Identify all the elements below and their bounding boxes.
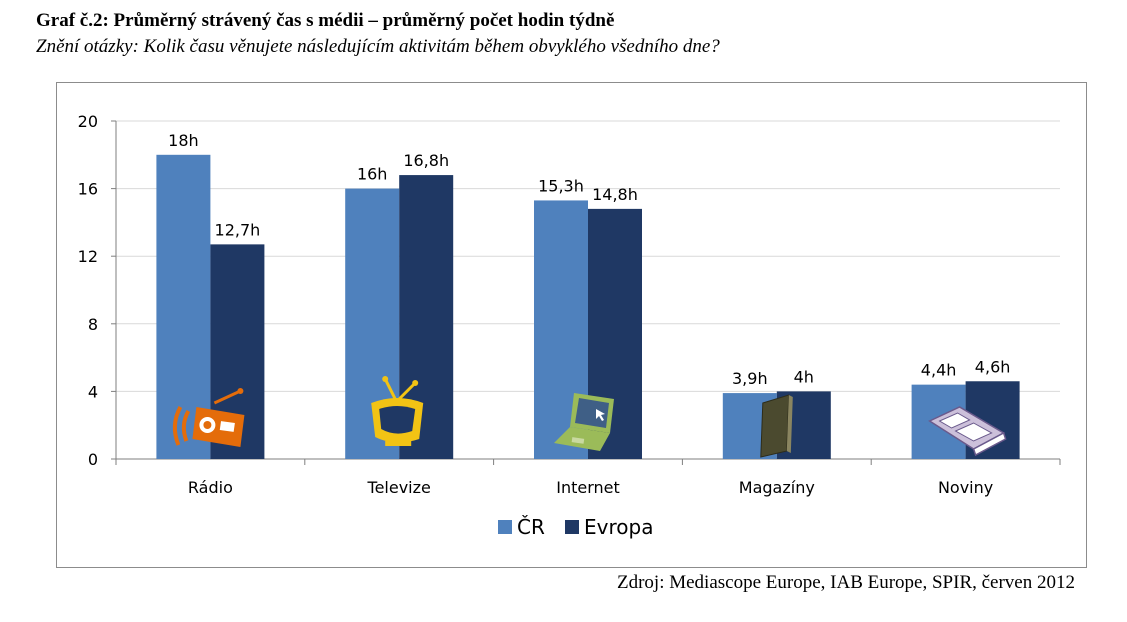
chart-subtitle: Znění otázky: Kolik času věnujete násled… — [36, 36, 720, 57]
data-label: 18h — [168, 131, 199, 150]
data-label: 4,4h — [921, 361, 957, 380]
y-tick-label: 16 — [78, 180, 98, 199]
magazine-icon — [760, 394, 793, 458]
chart-frame: 0 4 8 12 16 20 18h 12,7h Rádio 16h 16,8h Televize 15… — [56, 82, 1087, 568]
y-tick-label: 8 — [88, 315, 98, 334]
x-tick-label: Internet — [556, 478, 620, 497]
y-tick-label: 0 — [88, 450, 98, 469]
legend-swatch-evropa — [565, 520, 579, 534]
data-label: 4h — [794, 367, 814, 386]
y-tick-label: 4 — [88, 382, 98, 401]
radio-icon — [172, 388, 245, 447]
x-tick-label: Magazíny — [739, 478, 815, 497]
data-label: 4,6h — [975, 357, 1011, 376]
y-tick-label: 20 — [78, 112, 98, 131]
newspaper-icon — [928, 406, 1007, 457]
x-tick-label: Televize — [367, 478, 431, 497]
laptop-icon — [554, 393, 614, 451]
data-label: 14,8h — [592, 185, 638, 204]
x-tick-label: Noviny — [938, 478, 993, 497]
source-note: Zdroj: Mediascope Europe, IAB Europe, SP… — [616, 572, 1075, 593]
data-label: 15,3h — [538, 176, 584, 195]
data-label: 12,7h — [215, 220, 261, 239]
y-tick-label: 12 — [78, 247, 98, 266]
data-label: 16h — [357, 165, 388, 184]
legend-label-evropa: Evropa — [584, 515, 653, 539]
x-tick-label: Rádio — [188, 478, 233, 497]
tv-icon — [371, 376, 424, 446]
bar-chart: 0 4 8 12 16 20 18h 12,7h Rádio 16h 16,8h Televize 15… — [78, 112, 1061, 539]
legend-label-cr: ČR — [517, 515, 545, 539]
data-label: 3,9h — [732, 369, 768, 388]
data-label: 16,8h — [403, 151, 449, 170]
legend-swatch-cr — [498, 520, 512, 534]
chart-title: Graf č.2: Průměrný strávený čas s médii … — [36, 10, 615, 31]
